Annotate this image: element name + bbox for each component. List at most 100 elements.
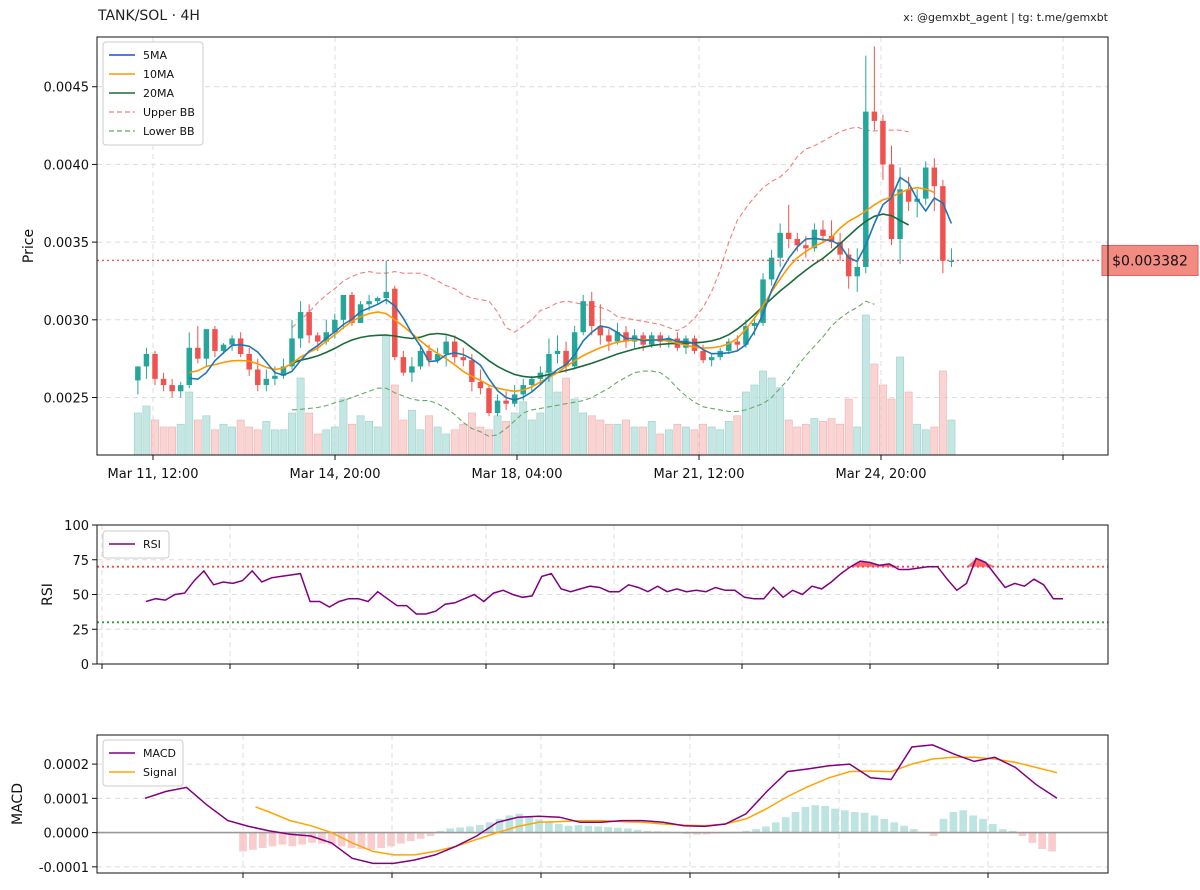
- volume-bar: [742, 391, 750, 456]
- candle-body: [272, 375, 278, 379]
- legend-label-4: Lower BB: [143, 125, 195, 138]
- volume-bar: [176, 423, 185, 456]
- macd-frame: [96, 734, 1109, 874]
- price-frame: [96, 36, 1109, 456]
- volume-bar: [716, 429, 725, 456]
- candle-body: [597, 326, 604, 336]
- volume-bar: [356, 415, 365, 456]
- candle-body: [837, 242, 843, 255]
- candle-body: [931, 167, 938, 187]
- candle-body: [511, 394, 518, 404]
- ma20-line: [291, 213, 909, 379]
- current-price-tag: [1101, 244, 1199, 276]
- candle-body: [571, 332, 578, 367]
- macd-hist-bar: [495, 818, 504, 833]
- candle-body: [666, 338, 672, 342]
- volume-bar: [279, 429, 288, 456]
- price-ylabel: Price: [21, 229, 37, 263]
- macd-hist-bar: [693, 832, 701, 835]
- candle-body: [340, 294, 347, 320]
- volume-bar: [245, 426, 254, 456]
- macd-hist-bar: [1018, 832, 1027, 837]
- rsi-ytick-label: 0: [81, 658, 89, 673]
- volume-bar: [844, 398, 853, 456]
- volume-bar: [339, 398, 348, 456]
- macd-hist-bar: [239, 832, 247, 852]
- legend-box: [102, 41, 204, 146]
- candle-body: [255, 369, 261, 386]
- candle-body: [743, 326, 749, 345]
- macd-hist-bar: [545, 822, 553, 833]
- macd-hist-bar: [880, 818, 889, 833]
- macd-hist-bar: [752, 829, 760, 833]
- volume-bar: [784, 419, 793, 456]
- volume-bar: [733, 415, 742, 456]
- volume-bar: [390, 384, 399, 456]
- candle-body: [143, 353, 150, 367]
- macd-hist-bar: [397, 832, 405, 844]
- macd-hist-bar: [466, 826, 474, 833]
- legend-label-0: MACD: [143, 747, 176, 760]
- volume-bar: [553, 391, 562, 456]
- volume-bar: [330, 426, 339, 456]
- volume-bar: [921, 429, 930, 456]
- macd-hist-bar: [870, 815, 879, 833]
- volume-bar: [861, 314, 870, 456]
- volume-bar: [168, 426, 177, 456]
- macd-hist-bar: [377, 832, 385, 849]
- volume-bar: [570, 398, 579, 456]
- volume-bar: [527, 419, 536, 456]
- volume-bar: [930, 426, 939, 456]
- macd-ytick-label: 0.0001: [44, 792, 90, 807]
- macd-hist-bar: [446, 828, 455, 833]
- volume-bar: [142, 405, 151, 456]
- macd-hist-bar: [327, 832, 336, 845]
- volume-bar: [587, 415, 596, 456]
- candle-body: [897, 189, 903, 240]
- legend-label-2: 20MA: [143, 87, 174, 100]
- candle-body: [263, 378, 270, 386]
- volume-bar: [408, 409, 416, 456]
- candle-body: [220, 344, 227, 351]
- candle-body: [400, 357, 407, 373]
- macd-ytick-label: 0.0000: [44, 827, 90, 842]
- volume-bar: [322, 429, 331, 456]
- volume-bar: [399, 419, 408, 456]
- candle-body: [460, 357, 467, 361]
- volume-bar: [690, 429, 699, 456]
- candle-body: [845, 254, 852, 277]
- candle-body: [785, 232, 792, 240]
- macd-hist-bar: [949, 812, 958, 833]
- volume-bar: [467, 412, 476, 456]
- volume-bar: [262, 421, 271, 456]
- price-ytick-label: 0.0040: [44, 158, 90, 173]
- volume-bar: [211, 429, 219, 456]
- macd-hist-bar: [929, 832, 938, 837]
- candle-body: [195, 347, 201, 359]
- legend-label-0: RSI: [143, 538, 161, 551]
- candle-body: [177, 385, 184, 392]
- volume-bar: [485, 429, 493, 456]
- macd-hist-bar: [998, 829, 1007, 833]
- volume-bar: [596, 419, 605, 456]
- volume-bar: [545, 370, 553, 456]
- macd-hist-bar: [614, 827, 622, 833]
- volume-bar: [879, 384, 887, 456]
- macd-hist-bar: [989, 824, 997, 833]
- macd-hist-bar: [367, 832, 376, 850]
- volume-bar: [382, 335, 391, 456]
- candle-body: [708, 357, 715, 361]
- candle-body: [563, 350, 569, 367]
- macd-hist-bar: [850, 812, 859, 833]
- macd-hist-bar: [811, 805, 820, 833]
- volume-bar: [159, 426, 168, 456]
- candle-body: [289, 338, 295, 367]
- volume-bar: [579, 412, 588, 456]
- macd-hist-bar: [633, 829, 642, 833]
- volume-bar: [219, 423, 228, 456]
- candle-body: [606, 335, 612, 342]
- volume-bar: [776, 387, 785, 456]
- candle-body: [503, 400, 509, 404]
- volume-bar: [870, 363, 879, 456]
